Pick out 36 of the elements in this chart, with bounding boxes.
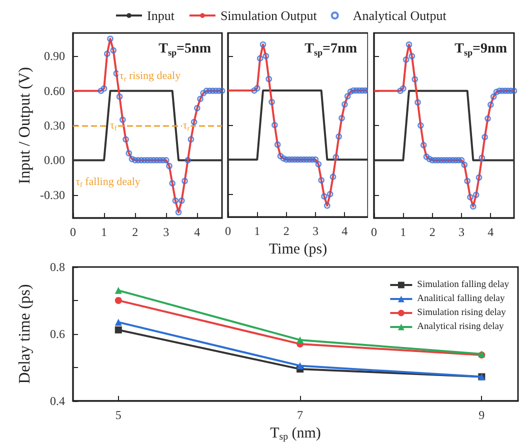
legend-label: Input: [147, 8, 175, 23]
x-tick-label: 0: [225, 224, 231, 238]
x-tick-label: 4: [194, 225, 200, 239]
y-tick-label: 0.00: [44, 153, 65, 168]
legend-label: Simulation rising delay: [417, 308, 506, 318]
y-tick-label: 0.6: [50, 326, 65, 341]
x-tick-label: 3: [163, 225, 170, 239]
legend-label: Simulation falling delay: [417, 280, 510, 290]
y-tick-label: 0.30: [44, 118, 65, 132]
y-tick-label: 0.8: [50, 260, 65, 274]
x-tick-label: 0: [70, 225, 76, 239]
x-tick-label: 7: [297, 408, 304, 422]
x-tick-label: 2: [283, 224, 290, 238]
x-tick-label: 3: [312, 224, 318, 238]
x-tick-label: 2: [429, 225, 436, 239]
y-tick-label: -0.30: [40, 188, 65, 202]
x-tick-label: 9: [478, 408, 485, 422]
x-tick-label: 1: [400, 225, 406, 239]
x-tick-label: 4: [488, 225, 494, 239]
x-tick-label: 1: [101, 225, 108, 239]
x-tick-label: 2: [132, 225, 138, 239]
x-tick-label: 0: [371, 225, 377, 239]
legend-label: Analitical falling delay: [417, 294, 506, 304]
x-tick-label: 4: [342, 224, 348, 238]
legend-label: Simulation Output: [220, 8, 318, 23]
x-tick-label: 1: [254, 224, 260, 238]
legend-label: Analytical rising delay: [417, 322, 504, 332]
x-axis-title: Time (ps): [268, 242, 328, 258]
y-tick-label: 0.4: [50, 394, 65, 408]
y-tick-label: 0.90: [44, 49, 65, 64]
x-tick-label: 5: [115, 408, 122, 422]
y-axis-title: Input / Output (V): [16, 67, 34, 184]
y-tick-label: 0.60: [44, 84, 65, 98]
y-axis-title: Delay time (ps): [16, 284, 34, 384]
x-tick-label: 3: [458, 225, 464, 239]
legend-label: Analytical Output: [352, 8, 447, 23]
